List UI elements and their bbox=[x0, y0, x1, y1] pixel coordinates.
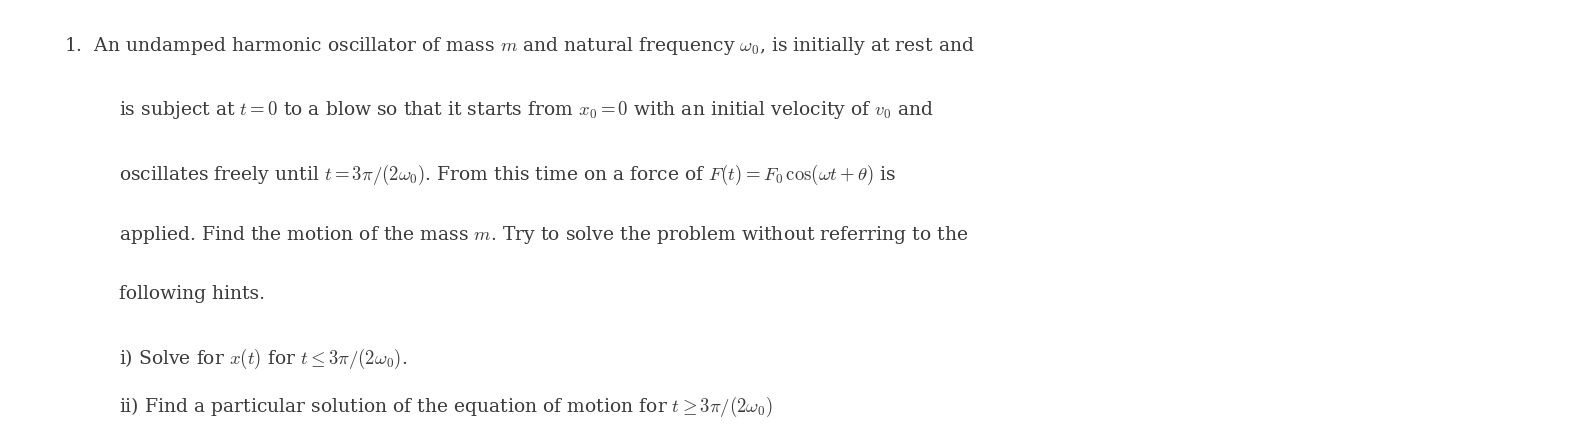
Text: following hints.: following hints. bbox=[119, 285, 266, 303]
Text: oscillates freely until $t = 3\pi/(2\omega_0)$. From this time on a force of $F(: oscillates freely until $t = 3\pi/(2\ome… bbox=[119, 162, 897, 186]
Text: is subject at $t = 0$ to a blow so that it starts from $x_0 = 0$ with an initial: is subject at $t = 0$ to a blow so that … bbox=[119, 99, 935, 120]
Text: ii) Find a particular solution of the equation of motion for $t \geq 3\pi/(2\ome: ii) Find a particular solution of the eq… bbox=[119, 394, 773, 418]
Text: applied. Find the motion of the mass $m$. Try to solve the problem without refer: applied. Find the motion of the mass $m$… bbox=[119, 223, 968, 245]
Text: 1.  An undamped harmonic oscillator of mass $m$ and natural frequency $\omega_0$: 1. An undamped harmonic oscillator of ma… bbox=[64, 35, 975, 57]
Text: i) Solve for $x(t)$ for $t \leq 3\pi/(2\omega_0)$.: i) Solve for $x(t)$ for $t \leq 3\pi/(2\… bbox=[119, 346, 407, 370]
